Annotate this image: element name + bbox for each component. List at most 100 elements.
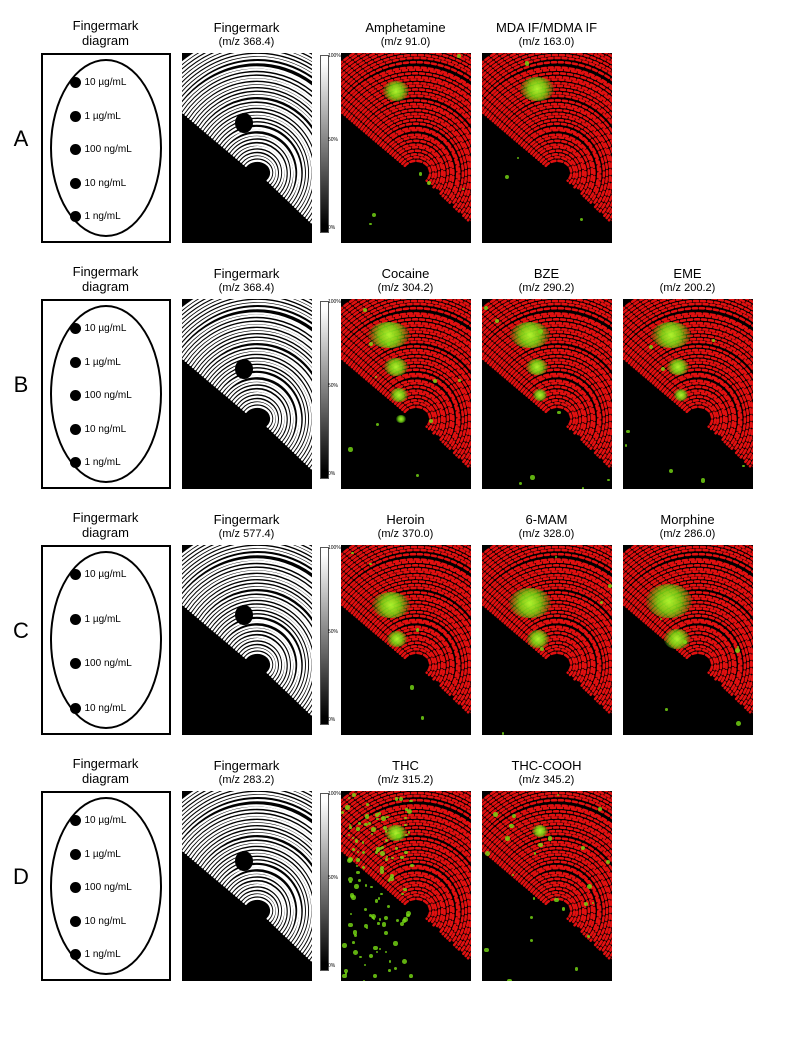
fingermark-title: Fingermark(m/z 368.4) <box>214 261 280 295</box>
diagram-oval: 10 µg/mL1 µg/mL100 ng/mL10 ng/mL1 ng/mL <box>50 797 162 975</box>
diagram-title-l1: Fingermark <box>73 18 139 34</box>
spot-row: 10 µg/mL <box>70 815 127 826</box>
noise-speck <box>400 922 404 926</box>
analyte-mz: (m/z 91.0) <box>365 36 445 49</box>
spot-row: 1 µg/mL <box>70 849 121 860</box>
overlay-image <box>482 299 612 489</box>
noise-speck <box>742 465 744 467</box>
noise-speck <box>665 708 668 711</box>
conc-spot <box>70 211 81 222</box>
conc-spot <box>70 703 81 714</box>
noise-speck <box>493 812 498 817</box>
noise-speck <box>581 846 585 850</box>
spot-row: 100 ng/mL <box>70 882 132 893</box>
analyte-mz: (m/z 290.2) <box>519 282 575 295</box>
diagram-title-l2: diagram <box>73 33 139 49</box>
overlay-title: Amphetamine(m/z 91.0) <box>365 15 445 49</box>
fm-title: Fingermark <box>214 512 280 528</box>
diagram-title-l1: Fingermark <box>73 510 139 526</box>
noise-speck <box>495 319 499 323</box>
overlay-panel: Cocaine(m/z 304.2) <box>338 261 473 489</box>
noise-speck <box>548 836 553 841</box>
diagram-title-l1: Fingermark <box>73 264 139 280</box>
row-letter: A <box>10 106 32 152</box>
noise-speck <box>403 917 407 921</box>
noise-speck <box>354 884 359 889</box>
diagram-title-l1: Fingermark <box>73 756 139 772</box>
conc-label: 10 ng/mL <box>85 178 127 189</box>
conc-spot <box>70 424 81 435</box>
row-letter: B <box>10 352 32 398</box>
noise-speck <box>408 831 411 834</box>
overlay-title: EME(m/z 200.2) <box>660 261 716 295</box>
diagram-panel: Fingermarkdiagram10 µg/mL1 µg/mL100 ng/m… <box>38 15 173 243</box>
overlay-panel: EME(m/z 200.2) <box>620 261 755 489</box>
overlay-image <box>341 53 471 243</box>
noise-speck <box>608 584 612 588</box>
diagram-title: Fingermarkdiagram <box>73 15 139 49</box>
noise-speck <box>364 964 366 966</box>
spot-row: 100 ng/mL <box>70 144 132 155</box>
analyte-mz: (m/z 328.0) <box>519 528 575 541</box>
noise-speck <box>352 837 354 839</box>
fm-title: Fingermark <box>214 20 280 36</box>
conc-label: 10 µg/mL <box>85 323 127 334</box>
fingermark-panel: Fingermark(m/z 368.4) <box>179 261 314 489</box>
fm-mz: (m/z 283.2) <box>214 774 280 787</box>
noise-speck <box>410 864 413 867</box>
overlay-image <box>341 791 471 981</box>
noise-speck <box>555 556 557 558</box>
diagram-title: Fingermarkdiagram <box>73 261 139 295</box>
noise-speck <box>512 814 516 818</box>
analyte-name: THC <box>378 758 434 774</box>
noise-speck <box>525 61 529 65</box>
overlay-image <box>623 299 753 489</box>
spot-row: 1 ng/mL <box>70 211 121 222</box>
colorbar-tick: 100% <box>328 53 341 59</box>
colorbar-gradient <box>320 301 329 479</box>
noise-speck <box>557 411 560 414</box>
noise-speck <box>355 839 359 843</box>
noise-speck <box>348 923 352 927</box>
intensity-colorbar: 100%50%0% <box>320 49 332 239</box>
noise-speck <box>683 640 687 644</box>
fingermark-title: Fingermark(m/z 577.4) <box>214 507 280 541</box>
noise-speck <box>538 843 542 847</box>
overlay-panel: 6-MAM(m/z 328.0) <box>479 507 614 735</box>
noise-speck <box>735 648 740 653</box>
noise-speck <box>353 950 358 955</box>
fingermark-title: Fingermark(m/z 283.2) <box>214 753 280 787</box>
conc-label: 1 µg/mL <box>85 614 121 625</box>
conc-spot <box>70 614 81 625</box>
spot-row: 10 µg/mL <box>70 323 127 334</box>
noise-speck <box>388 879 391 882</box>
noise-speck <box>600 601 603 604</box>
noise-speck <box>386 816 388 818</box>
analyte-name: Cocaine <box>378 266 434 282</box>
noise-speck <box>649 345 653 349</box>
overlay-title: Cocaine(m/z 304.2) <box>378 261 434 295</box>
noise-speck <box>433 379 437 383</box>
diagram-panel: Fingermarkdiagram10 µg/mL1 µg/mL100 ng/m… <box>38 507 173 735</box>
spot-row: 100 ng/mL <box>70 658 132 669</box>
fm-title: Fingermark <box>214 758 280 774</box>
spot-row: 100 ng/mL <box>70 390 132 401</box>
overlay-title: 6-MAM(m/z 328.0) <box>519 507 575 541</box>
overlay-image <box>482 791 612 981</box>
noise-speck <box>404 851 407 854</box>
spot-row: 10 µg/mL <box>70 569 127 580</box>
colorbar-gradient <box>320 547 329 725</box>
noise-speck <box>363 980 365 981</box>
analyte-mz: (m/z 315.2) <box>378 774 434 787</box>
noise-speck <box>348 834 350 836</box>
diagram-oval: 10 µg/mL1 µg/mL100 ng/mL10 ng/mL1 ng/mL <box>50 59 162 237</box>
noise-speck <box>404 817 406 819</box>
noise-speck <box>387 342 391 346</box>
analyte-mz: (m/z 200.2) <box>660 282 716 295</box>
analyte-name: BZE <box>519 266 575 282</box>
noise-speck <box>378 812 381 815</box>
conc-label: 10 ng/mL <box>85 424 127 435</box>
noise-speck <box>458 379 460 381</box>
noise-speck <box>410 685 414 689</box>
overlay-title: Heroin(m/z 370.0) <box>378 507 434 541</box>
